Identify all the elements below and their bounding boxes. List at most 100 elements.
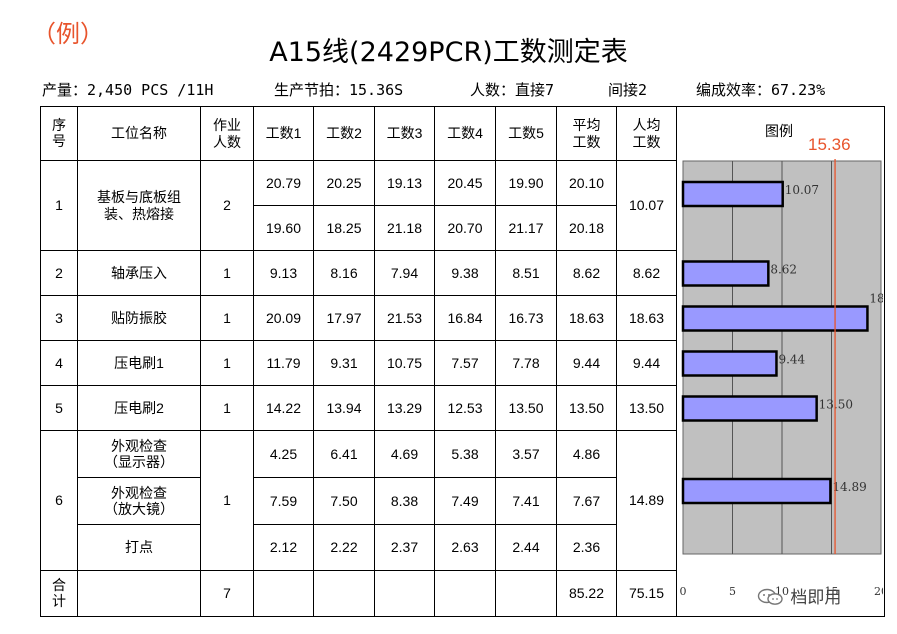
- time-cell: [313, 570, 375, 617]
- time-cell: 19.13: [374, 160, 435, 206]
- avg-cell: 4.86: [556, 430, 617, 478]
- time-cell: 2.63: [434, 524, 496, 571]
- total-station-cell: [77, 570, 201, 617]
- time-cell: [495, 570, 557, 617]
- time-cell: 8.51: [495, 250, 557, 296]
- bar: [681, 305, 869, 332]
- total-label: 合计: [40, 570, 78, 617]
- time-cell: 20.45: [434, 160, 496, 206]
- avg-cell: 7.67: [556, 477, 617, 525]
- workers-cell: 1: [200, 430, 254, 571]
- time-cell: 21.17: [495, 205, 557, 251]
- time-cell: 16.73: [495, 295, 557, 341]
- time-cell: 11.79: [253, 340, 314, 386]
- watermark: 档即用: [757, 583, 841, 608]
- time-cell: 19.90: [495, 160, 557, 206]
- bar-value-label: 13.50: [819, 398, 853, 412]
- bar: [681, 477, 832, 505]
- header-t1: 工数1: [253, 106, 314, 161]
- header-avg: 平均工数: [556, 106, 617, 161]
- headcount-text: 人数：直接7: [470, 81, 555, 99]
- time-cell: 7.49: [434, 477, 496, 525]
- legend-title: 图例: [765, 123, 793, 139]
- takt-reference-label: 15.36: [808, 135, 851, 154]
- per-person-cell: 8.62: [616, 250, 677, 296]
- time-cell: 14.22: [253, 385, 314, 431]
- seq-cell: 6: [40, 430, 78, 571]
- workers-cell: 1: [200, 250, 254, 296]
- time-cell: [374, 570, 435, 617]
- bar-value-label: 18.63: [869, 292, 883, 306]
- total-avg: 85.22: [556, 570, 617, 617]
- time-cell: 7.50: [313, 477, 375, 525]
- avg-cell: 8.62: [556, 250, 617, 296]
- station-cell: 贴防振胶: [77, 295, 201, 341]
- station-cell: 打点: [77, 524, 201, 571]
- time-cell: 4.69: [374, 430, 435, 478]
- seq-cell: 5: [40, 385, 78, 431]
- time-cell: 9.13: [253, 250, 314, 296]
- indirect-text: 间接2: [608, 81, 648, 99]
- time-cell: 2.12: [253, 524, 314, 571]
- bar: [681, 350, 778, 377]
- seq-cell: 4: [40, 340, 78, 386]
- time-cell: 20.25: [313, 160, 375, 206]
- station-cell: 压电刷1: [77, 340, 201, 386]
- bar-value-label: 8.62: [770, 263, 797, 277]
- x-tick-label: 20: [874, 585, 883, 598]
- per-person-cell: 14.89: [616, 430, 677, 571]
- time-cell: 13.29: [374, 385, 435, 431]
- time-cell: [434, 570, 496, 617]
- workers-cell: 2: [200, 160, 254, 251]
- time-cell: 7.57: [434, 340, 496, 386]
- header-workers: 作业人数: [200, 106, 254, 161]
- time-cell: 8.38: [374, 477, 435, 525]
- time-cell: 3.57: [495, 430, 557, 478]
- time-cell: 18.25: [313, 205, 375, 251]
- time-cell: 16.84: [434, 295, 496, 341]
- time-cell: 8.16: [313, 250, 375, 296]
- avg-cell: 2.36: [556, 524, 617, 571]
- header-legend: [676, 106, 885, 161]
- avg-cell: 20.10: [556, 160, 617, 206]
- bar: [681, 180, 784, 208]
- header-per-person: 人均工数: [616, 106, 677, 161]
- avg-cell: 18.63: [556, 295, 617, 341]
- time-cell: 19.60: [253, 205, 314, 251]
- header-t2: 工数2: [313, 106, 375, 161]
- time-cell: 20.09: [253, 295, 314, 341]
- x-tick-label: 5: [729, 585, 736, 598]
- total-row: 合计 7 85.22 75.15: [40, 570, 885, 617]
- bar-value-label: 10.07: [785, 183, 819, 197]
- summary-bar: 产量：2,450 PCS /11H 生产节拍：15.36S 人数：直接7 间接2…: [42, 79, 882, 101]
- example-mark: （例）: [32, 20, 104, 48]
- per-person-cell: 18.63: [616, 295, 677, 341]
- station-cell: 外观检查（显示器）: [77, 430, 201, 478]
- x-tick-label: 0: [680, 585, 687, 598]
- seq-cell: 3: [40, 295, 78, 341]
- table-row: 3 贴防振胶 1 20.09 17.97 21.53 16.84 16.73 1…: [40, 295, 885, 341]
- time-cell: 7.94: [374, 250, 435, 296]
- takt-text: 生产节拍：15.36S: [274, 81, 404, 99]
- station-cell: 压电刷2: [77, 385, 201, 431]
- header-t5: 工数5: [495, 106, 557, 161]
- time-cell: 20.79: [253, 160, 314, 206]
- time-cell: 21.18: [374, 205, 435, 251]
- bar: [681, 260, 770, 287]
- workers-cell: 1: [200, 340, 254, 386]
- header-station: 工位名称: [77, 106, 201, 161]
- table-row: 2 轴承压入 1 9.13 8.16 7.94 9.38 8.51 8.62 8…: [40, 250, 885, 296]
- total-workers: 7: [200, 570, 254, 617]
- station-cell: 外观检查（放大镜）: [77, 477, 201, 525]
- watermark-text: 档即用: [790, 588, 842, 608]
- time-cell: 10.75: [374, 340, 435, 386]
- avg-cell: 13.50: [556, 385, 617, 431]
- wechat-icon: [757, 588, 783, 605]
- header-row: 序号 工位名称 作业人数 工数1 工数2 工数3 工数4 工数5 平均工数 人均…: [40, 106, 885, 161]
- station-cell: 基板与底板组装、热熔接: [77, 160, 201, 251]
- x-tick-label: 15: [825, 585, 839, 598]
- page-title: A15线(2429PCR)工数测定表: [269, 37, 628, 68]
- time-cell: 7.59: [253, 477, 314, 525]
- time-cell: 5.38: [434, 430, 496, 478]
- time-cell: [253, 570, 314, 617]
